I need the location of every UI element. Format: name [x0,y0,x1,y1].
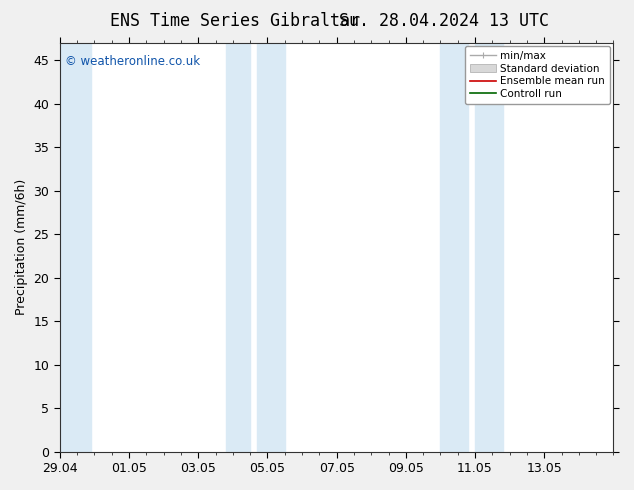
Legend: min/max, Standard deviation, Ensemble mean run, Controll run: min/max, Standard deviation, Ensemble me… [465,46,611,104]
Bar [226,43,250,452]
Y-axis label: Precipitation (mm/6h): Precipitation (mm/6h) [15,179,28,315]
Bar [56,43,91,452]
Text: © weatheronline.co.uk: © weatheronline.co.uk [65,55,200,68]
Bar [475,43,503,452]
Text: Su. 28.04.2024 13 UTC: Su. 28.04.2024 13 UTC [339,12,549,30]
Text: ENS Time Series Gibraltar: ENS Time Series Gibraltar [110,12,359,30]
Bar [441,43,468,452]
Bar [257,43,285,452]
